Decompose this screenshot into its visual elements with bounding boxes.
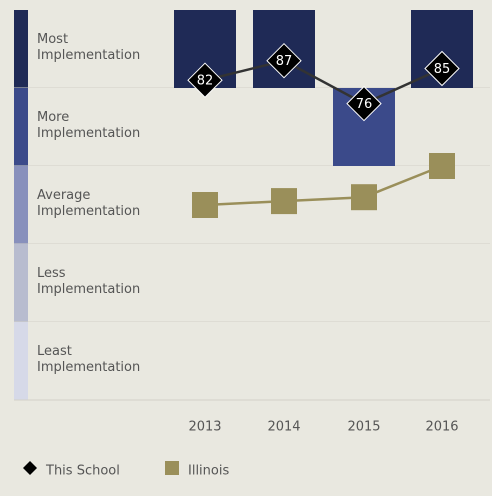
band-strip	[14, 10, 28, 88]
band-strip	[14, 244, 28, 322]
band-label: Least Implementation	[37, 344, 141, 375]
legend-label: Illinois	[188, 464, 229, 479]
x-tick-label: 2013	[188, 420, 221, 435]
band	[14, 88, 490, 166]
point	[429, 153, 455, 179]
data-label: 82	[197, 74, 214, 89]
data-label: 87	[276, 54, 293, 69]
point	[266, 42, 302, 79]
x-tick-label: 2014	[267, 420, 300, 435]
series-line	[204, 164, 443, 207]
data-label: 76	[356, 97, 373, 112]
point	[192, 192, 218, 218]
x-tick-label: 2015	[347, 420, 380, 435]
band-label: Most Implementation	[37, 32, 141, 63]
band-strip	[14, 322, 28, 400]
band-strip	[14, 88, 28, 166]
legend-label: This School	[45, 464, 120, 479]
band	[14, 244, 490, 322]
band-label: Average Implementation	[37, 188, 141, 219]
point	[187, 62, 223, 98]
point	[351, 184, 377, 211]
point	[424, 50, 460, 87]
point	[271, 188, 297, 215]
band-label: Less Implementation	[37, 266, 141, 297]
band	[14, 322, 490, 400]
point	[346, 85, 382, 122]
x-tick-label: 2016	[425, 420, 458, 435]
band-strip	[14, 166, 28, 244]
legend-marker	[165, 461, 179, 475]
band	[14, 10, 490, 88]
series-line	[204, 59, 443, 105]
legend-marker	[23, 461, 37, 475]
band-label: More Implementation	[37, 110, 141, 141]
data-label: 85	[434, 62, 451, 77]
